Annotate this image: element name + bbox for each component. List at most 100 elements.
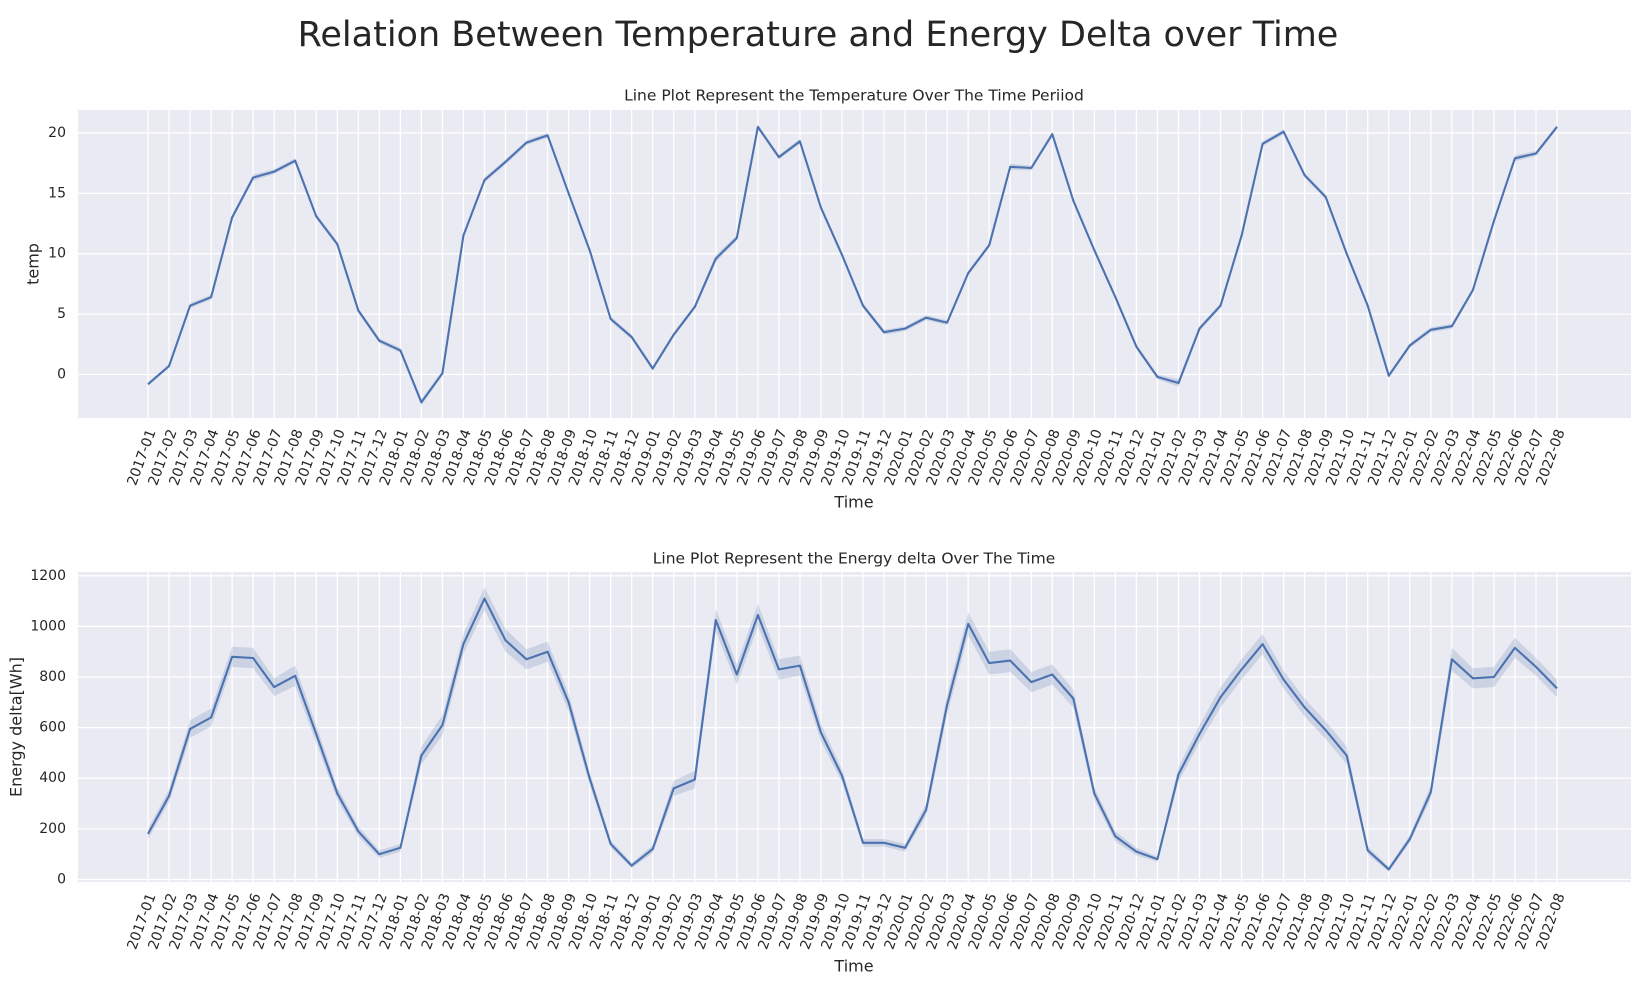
temperature-point <box>505 161 507 163</box>
energy-delta-point <box>1493 676 1495 678</box>
temperature-point <box>652 367 654 369</box>
temperature-point <box>736 237 738 239</box>
temperature-point <box>441 372 443 374</box>
energy-delta-point <box>294 675 296 677</box>
energy-delta-series <box>147 597 1558 871</box>
temperature-line <box>147 125 1558 404</box>
energy-delta-point <box>1346 754 1348 756</box>
figure-suptitle: Relation Between Temperature and Energy … <box>298 15 1339 55</box>
temperature-point <box>420 401 422 403</box>
temperature-point <box>631 336 633 338</box>
temperature-y-tick-label: 5 <box>57 306 66 322</box>
temperature-point <box>1409 345 1411 347</box>
energy-delta-point <box>1556 687 1558 689</box>
temperature-point <box>1346 253 1348 255</box>
temperature-point <box>210 296 212 298</box>
energy-delta-point <box>147 833 149 835</box>
energy-delta-y-tick-label: 400 <box>39 770 66 786</box>
energy-delta-point <box>1135 851 1137 853</box>
temperature-point <box>378 340 380 342</box>
energy-delta-point <box>1409 838 1411 840</box>
energy-delta-y-ticks: 0 200 400 600 800 1000 1200 <box>30 568 66 888</box>
temperature-point <box>1325 196 1327 198</box>
temperature-point <box>252 177 254 179</box>
energy-delta-point <box>210 717 212 719</box>
temperature-point <box>168 365 170 367</box>
energy-delta-point <box>904 847 906 849</box>
energy-delta-point <box>1304 706 1306 708</box>
energy-delta-point <box>441 724 443 726</box>
temperature-point <box>1220 305 1222 307</box>
energy-delta-point <box>883 842 885 844</box>
energy-delta-point <box>736 673 738 675</box>
energy-delta-point <box>694 779 696 781</box>
energy-delta-point <box>273 686 275 688</box>
energy-delta-point <box>189 728 191 730</box>
energy-delta-point <box>1241 668 1243 670</box>
energy-delta-point <box>988 662 990 664</box>
energy-delta-point <box>357 830 359 832</box>
energy-delta-point <box>1472 677 1474 679</box>
energy-delta-point <box>589 777 591 779</box>
temperature-point <box>1177 382 1179 384</box>
energy-delta-x-axis-label: Time <box>833 957 873 976</box>
temperature-point <box>610 318 612 320</box>
temperature-point <box>462 235 464 237</box>
energy-delta-point <box>1220 696 1222 698</box>
temperature-point <box>799 140 801 142</box>
energy-delta-point <box>610 843 612 845</box>
temperature-point <box>673 334 675 336</box>
temperature-point <box>946 322 948 324</box>
temperature-point <box>589 249 591 251</box>
temperature-point <box>988 244 990 246</box>
temperature-y-tick-label: 10 <box>48 246 66 262</box>
temperature-point <box>1030 167 1032 169</box>
energy-delta-point <box>483 598 485 600</box>
temperature-point <box>1493 220 1495 222</box>
temperature-y-axis-label: temp <box>24 243 43 285</box>
temperature-point <box>1072 200 1074 202</box>
energy-delta-gridlines <box>78 572 1631 882</box>
temperature-plot: 0 5 10 15 20 2017-012017-022017-032017-04201… <box>24 87 1631 512</box>
energy-delta-point <box>1388 868 1390 870</box>
temperature-point <box>1535 152 1537 154</box>
temperature-point <box>1009 166 1011 168</box>
energy-delta-point <box>757 614 759 616</box>
energy-delta-point <box>1283 679 1285 681</box>
temperature-point <box>904 328 906 330</box>
temperature-point <box>1514 157 1516 159</box>
temperature-point <box>357 310 359 312</box>
temperature-point <box>1114 296 1116 298</box>
energy-delta-point <box>526 658 528 660</box>
energy-delta-point <box>1114 835 1116 837</box>
temperature-point <box>568 192 570 194</box>
energy-delta-point <box>1156 858 1158 860</box>
energy-delta-point <box>652 848 654 850</box>
temperature-point <box>1451 325 1453 327</box>
temperature-plot-title: Line Plot Represent the Temperature Over… <box>624 87 1084 105</box>
temperature-point <box>315 215 317 217</box>
energy-delta-point <box>1198 733 1200 735</box>
temperature-point <box>483 179 485 181</box>
energy-delta-plot-title: Line Plot Represent the Energy delta Ove… <box>653 550 1055 568</box>
temperature-point <box>1367 305 1369 307</box>
temperature-plot-background <box>78 110 1631 418</box>
energy-delta-x-ticks: 2017-012017-022017-032017-042017-052017-… <box>124 891 1568 952</box>
energy-delta-point <box>946 704 948 706</box>
energy-delta-y-tick-label: 0 <box>57 871 66 887</box>
temperature-point <box>1283 131 1285 133</box>
energy-delta-point <box>462 643 464 645</box>
temperature-point <box>1262 143 1264 145</box>
temperature-point <box>147 383 149 385</box>
energy-delta-line <box>147 597 1558 871</box>
temperature-point <box>841 254 843 256</box>
energy-delta-point <box>252 657 254 659</box>
temperature-point <box>1304 174 1306 176</box>
energy-delta-point <box>336 792 338 794</box>
energy-delta-point <box>820 732 822 734</box>
energy-delta-plot: 0 200 400 600 800 1000 1200 2017-012017-022017… <box>7 550 1631 976</box>
energy-delta-point <box>399 847 401 849</box>
temperature-y-tick-label: 20 <box>48 125 66 141</box>
energy-delta-point <box>673 787 675 789</box>
temperature-point <box>694 306 696 308</box>
